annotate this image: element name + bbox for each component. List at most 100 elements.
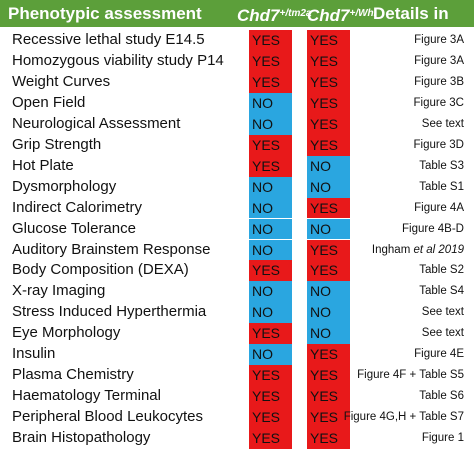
table-row: Grip Strength YES YES Figure 3D	[0, 134, 474, 156]
result-whi-cell: NO	[307, 176, 350, 198]
table-row: Brain Histopathology YES YES Figure 1	[0, 428, 474, 449]
assay-name: Auditory Brainstem Response	[12, 240, 211, 258]
assay-name: Brain Histopathology	[12, 429, 151, 447]
assay-name: Stress Induced Hyperthermia	[12, 303, 207, 321]
detail-reference: Figure 3C	[414, 93, 465, 114]
result-whi-cell: NO	[307, 302, 350, 324]
detail-reference: Figure 3B	[414, 72, 464, 93]
assay-name: Glucose Tolerance	[12, 219, 136, 237]
result-tm2a-cell: YES	[249, 323, 292, 345]
detail-text: Table S2	[419, 264, 464, 277]
detail-text: See text	[421, 327, 464, 340]
detail-reference: Table S1	[419, 177, 464, 198]
detail-reference: See text	[422, 302, 464, 323]
table-row: Weight Curves YES YES Figure 3B	[0, 71, 474, 93]
result-whi-cell: YES	[307, 92, 350, 114]
header-details-in: Details in	[373, 4, 449, 23]
assay-name: Dysmorphology	[12, 177, 117, 195]
detail-text: Table S6	[419, 390, 464, 403]
result-whi-cell: NO	[307, 281, 350, 303]
header-genotype-tm2a-allele: +/tm2a	[279, 8, 312, 19]
header-genotype-whi-base: Chd7	[307, 6, 350, 25]
table-row: X-ray Imaging NO NO Table S4	[0, 281, 474, 303]
header-phenotypic-assessment: Phenotypic assessment	[8, 4, 202, 23]
result-whi-cell: YES	[307, 50, 350, 72]
detail-text: Figure 3D	[413, 138, 465, 151]
result-tm2a-cell: YES	[249, 50, 292, 72]
result-tm2a-cell: NO	[249, 92, 292, 114]
detail-reference: Figure 4G,H + Table S7	[344, 407, 464, 428]
result-tm2a-cell: NO	[249, 197, 292, 219]
assay-name: Open Field	[12, 93, 86, 111]
result-whi-cell: YES	[307, 239, 350, 261]
detail-reference: Table S4	[419, 281, 464, 302]
header-genotype-whi: Chd7+/Whi	[307, 0, 376, 27]
result-whi-cell: YES	[307, 113, 350, 135]
detail-text: See text	[421, 306, 464, 319]
assay-name: Haematology Terminal	[12, 387, 161, 405]
table-row: Stress Induced Hyperthermia NO NO See text	[0, 302, 474, 324]
detail-reference: See text	[422, 323, 464, 344]
result-tm2a-cell: NO	[249, 218, 292, 240]
assay-name: Homozygous viability study P14	[12, 51, 224, 69]
table-row: Peripheral Blood Leukocytes YES YES Figure …	[0, 407, 474, 428]
detail-text: See text	[421, 117, 464, 130]
detail-reference: Figure 1	[422, 428, 464, 449]
result-whi-cell: YES	[307, 344, 350, 366]
detail-text: Figure 4F + Table S5	[357, 369, 464, 382]
result-tm2a-cell: YES	[249, 134, 292, 156]
detail-reference: Table S6	[419, 386, 464, 407]
result-tm2a-cell: YES	[249, 30, 292, 51]
result-tm2a-cell: NO	[249, 239, 292, 261]
result-whi-cell: NO	[307, 155, 350, 177]
result-tm2a-cell: NO	[249, 344, 292, 366]
result-whi-cell: YES	[307, 134, 350, 156]
result-tm2a-cell: YES	[249, 407, 292, 428]
table-row: Auditory Brainstem Response NO YES Ingham e…	[0, 239, 474, 261]
table-row: Indirect Calorimetry NO YES Figure 4A	[0, 197, 474, 219]
result-tm2a-cell: YES	[249, 71, 292, 93]
detail-reference: Figure 3A	[414, 51, 464, 72]
detail-reference: See text	[422, 114, 464, 135]
assay-name: Hot Plate	[12, 156, 74, 174]
result-tm2a-cell: YES	[249, 365, 292, 387]
header-genotype-tm2a: Chd7+/tm2a	[237, 0, 311, 27]
result-tm2a-cell: YES	[249, 386, 292, 408]
detail-text: Table S4	[419, 285, 464, 298]
assay-name: Weight Curves	[12, 72, 111, 90]
result-whi-cell: YES	[307, 386, 350, 408]
result-whi-cell: YES	[307, 407, 350, 428]
detail-reference: Figure 3A	[414, 30, 464, 51]
result-whi-cell: YES	[307, 428, 350, 449]
detail-text: Figure 4G,H + Table S7	[343, 411, 464, 424]
table-row: Body Composition (DEXA) YES YES Table S2	[0, 260, 474, 282]
assay-name: Recessive lethal study E14.5	[12, 31, 205, 48]
assay-name: Plasma Chemistry	[12, 366, 134, 384]
result-tm2a-cell: NO	[249, 176, 292, 198]
result-tm2a-cell: YES	[249, 155, 292, 177]
detail-text: Ingham	[371, 243, 414, 256]
table-row: Recessive lethal study E14.5 YES YES Figure…	[0, 30, 474, 51]
detail-text: Figure 3B	[414, 75, 464, 88]
table-row: Glucose Tolerance NO NO Figure 4B-D	[0, 218, 474, 240]
assay-name: Peripheral Blood Leukocytes	[12, 408, 203, 426]
assay-name: Grip Strength	[12, 135, 102, 153]
result-whi-cell: NO	[307, 218, 350, 240]
assay-name: Indirect Calorimetry	[12, 198, 143, 216]
header-genotype-whi-allele: +/Whi	[349, 8, 377, 19]
table-row: Eye Morphology YES NO See text	[0, 323, 474, 345]
result-tm2a-cell: NO	[249, 281, 292, 303]
detail-text: Figure 1	[421, 432, 464, 445]
assay-name: X-ray Imaging	[12, 282, 106, 300]
detail-text: Figure 3C	[413, 96, 465, 109]
result-whi-cell: YES	[307, 365, 350, 387]
result-whi-cell: YES	[307, 30, 350, 51]
detail-text: Table S3	[419, 159, 464, 172]
table-row: Haematology Terminal YES YES Table S6	[0, 386, 474, 408]
detail-reference: Table S2	[419, 260, 464, 281]
detail-reference: Ingham et al 2019	[372, 240, 464, 261]
result-whi-cell: YES	[307, 197, 350, 219]
table-header: Phenotypic assessment Chd7+/tm2a Chd7+/W…	[0, 0, 474, 27]
table-row: Dysmorphology NO NO Table S1	[0, 176, 474, 198]
table-row: Open Field NO YES Figure 3C	[0, 92, 474, 114]
